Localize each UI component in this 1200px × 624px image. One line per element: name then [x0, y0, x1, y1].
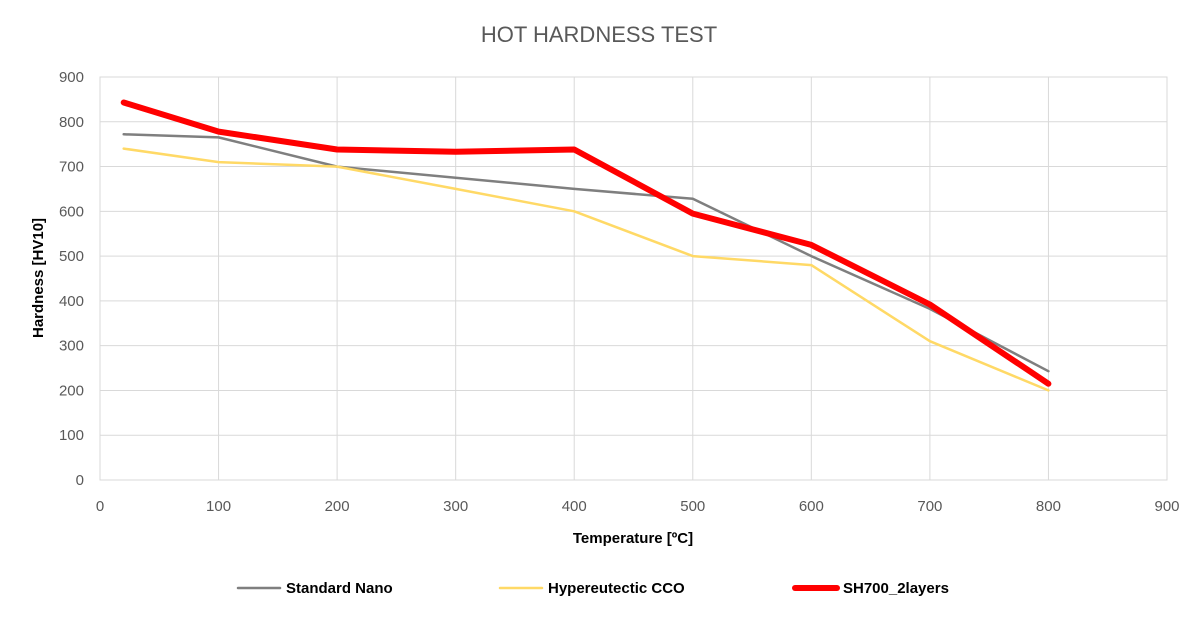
y-tick-label: 800	[59, 114, 84, 131]
x-tick-label: 200	[325, 498, 350, 515]
legend-label: Standard Nano	[286, 580, 393, 597]
y-axis-ticks: 0 100 200 300 400 500 600 700 800 900	[59, 69, 84, 489]
series-line	[122, 133, 1050, 373]
x-tick-label: 800	[1036, 498, 1061, 515]
y-axis-label: Hardness [HV10]	[30, 218, 47, 338]
plot-area	[99, 76, 1168, 481]
series-lines	[120, 99, 1052, 392]
series-line	[120, 99, 1052, 387]
series-1	[122, 147, 1050, 392]
y-tick-label: 0	[76, 472, 84, 489]
x-tick-label: 500	[680, 498, 705, 515]
y-tick-label: 400	[59, 293, 84, 310]
series-2	[120, 99, 1052, 387]
series-0	[122, 133, 1050, 373]
y-tick-label: 600	[59, 203, 84, 220]
x-axis-label: Temperature [ºC]	[573, 530, 693, 547]
y-tick-label: 200	[59, 382, 84, 399]
x-tick-label: 100	[206, 498, 231, 515]
y-tick-label: 100	[59, 427, 84, 444]
y-tick-label: 500	[59, 248, 84, 265]
series-line	[122, 147, 1050, 392]
y-tick-label: 300	[59, 338, 84, 355]
chart-title: HOT HARDNESS TEST	[481, 22, 717, 47]
legend-label: SH700_2layers	[843, 580, 949, 597]
y-tick-label: 900	[59, 69, 84, 86]
x-tick-label: 700	[917, 498, 942, 515]
x-tick-label: 900	[1154, 498, 1179, 515]
x-axis-ticks: 0 100 200 300 400 500 600 700 800 900	[96, 498, 1180, 515]
x-tick-label: 0	[96, 498, 104, 515]
x-tick-label: 300	[443, 498, 468, 515]
legend: Standard Nano Hypereutectic CCO SH700_2lay…	[236, 580, 949, 597]
x-tick-label: 600	[799, 498, 824, 515]
y-tick-label: 700	[59, 159, 84, 176]
legend-label: Hypereutectic CCO	[548, 580, 685, 597]
x-tick-label: 400	[562, 498, 587, 515]
